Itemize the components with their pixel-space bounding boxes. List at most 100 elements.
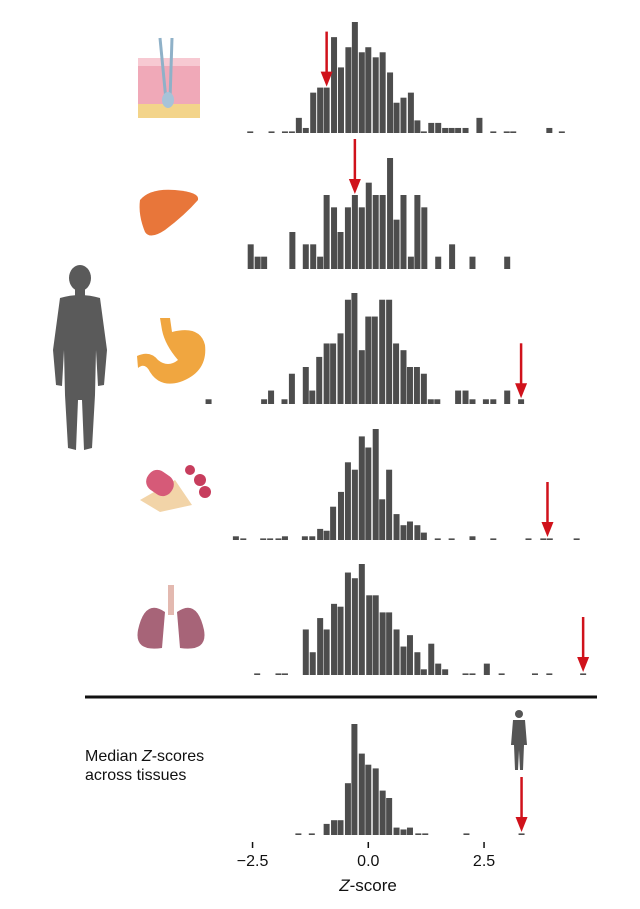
histogram-bar bbox=[421, 207, 428, 269]
histogram-bar bbox=[428, 122, 435, 133]
histogram-bar bbox=[323, 195, 330, 269]
liver-icon bbox=[139, 189, 199, 236]
histogram-bar bbox=[301, 536, 308, 540]
histogram-bar bbox=[580, 673, 587, 675]
histogram-bar bbox=[490, 538, 497, 540]
skin-icon bbox=[138, 37, 200, 118]
marker-arrow-head bbox=[541, 522, 554, 537]
histogram-bar bbox=[345, 47, 352, 133]
histogram-panel-4 bbox=[232, 429, 580, 540]
histogram-bar bbox=[260, 538, 267, 540]
histogram-bar bbox=[414, 195, 421, 269]
histogram-bar bbox=[289, 232, 296, 269]
histogram-bar bbox=[323, 530, 330, 540]
histogram-bar bbox=[337, 820, 344, 835]
histogram-bar bbox=[372, 195, 379, 269]
histogram-bar bbox=[406, 827, 413, 835]
histogram-bar bbox=[462, 390, 469, 404]
x-axis: −2.5 0.0 2.5 bbox=[237, 842, 495, 870]
histogram-bar bbox=[309, 390, 316, 404]
histogram-bar bbox=[434, 399, 441, 404]
histogram-bar bbox=[358, 207, 365, 269]
histogram-bar bbox=[351, 578, 358, 675]
histogram-bar bbox=[261, 399, 268, 404]
histogram-bar bbox=[546, 673, 553, 675]
histogram-bar bbox=[344, 783, 351, 835]
x-tick-label: 2.5 bbox=[473, 853, 495, 870]
histogram-panel-1 bbox=[247, 22, 565, 134]
histogram-bar bbox=[400, 829, 407, 835]
histogram-bar bbox=[413, 367, 420, 404]
histogram-bar bbox=[469, 399, 476, 404]
histogram-bar bbox=[463, 833, 470, 835]
histogram-bar bbox=[337, 491, 344, 540]
histogram-bar bbox=[358, 436, 365, 540]
histogram-bar bbox=[406, 635, 413, 675]
histogram-bar bbox=[518, 399, 525, 404]
histogram-bar bbox=[372, 595, 379, 675]
histogram-bar bbox=[442, 127, 449, 133]
histogram-bar bbox=[414, 120, 421, 133]
histogram-bar bbox=[310, 92, 317, 133]
histogram-bar bbox=[288, 131, 295, 133]
histogram-bar bbox=[393, 219, 400, 269]
histogram-bar bbox=[344, 572, 351, 675]
histogram-bar bbox=[358, 52, 365, 133]
histogram-bar bbox=[400, 646, 407, 675]
histogram-bar bbox=[393, 629, 400, 675]
histogram-bar bbox=[503, 131, 510, 133]
histogram-bar bbox=[448, 127, 455, 133]
histogram-bar bbox=[414, 525, 421, 540]
histogram-bar bbox=[302, 367, 309, 404]
histogram-bar bbox=[268, 390, 275, 404]
histogram-bar bbox=[386, 469, 393, 540]
histogram-bar bbox=[379, 499, 386, 540]
human-silhouette-icon bbox=[53, 265, 107, 450]
blood-cells-icon bbox=[140, 465, 211, 512]
histogram-bar bbox=[344, 207, 351, 269]
histogram-bar bbox=[254, 256, 261, 269]
histogram-bar bbox=[302, 629, 309, 675]
lungs-icon bbox=[137, 585, 205, 649]
histogram-bar bbox=[400, 97, 407, 133]
histogram-bar bbox=[435, 256, 442, 269]
histogram-bar bbox=[386, 612, 393, 675]
histogram-bar bbox=[379, 52, 386, 133]
histogram-bar bbox=[531, 673, 538, 675]
marker-arrow-head bbox=[348, 179, 361, 194]
histogram-bars bbox=[205, 22, 590, 835]
histogram-bar bbox=[379, 195, 386, 269]
histogram-bar bbox=[434, 538, 441, 540]
histogram-bar bbox=[462, 127, 469, 133]
histogram-bar bbox=[205, 399, 212, 404]
histogram-bar bbox=[310, 244, 317, 269]
histogram-bar bbox=[490, 131, 497, 133]
histogram-bar bbox=[469, 536, 476, 540]
histogram-bar bbox=[449, 244, 456, 269]
histogram-bar bbox=[469, 256, 476, 269]
histogram-bar bbox=[358, 350, 365, 404]
histogram-panel-3 bbox=[205, 293, 528, 404]
histogram-bar bbox=[323, 343, 330, 404]
histogram-bar bbox=[393, 827, 400, 835]
histogram-bar bbox=[268, 131, 275, 133]
histogram-bar bbox=[316, 356, 323, 404]
histogram-bar bbox=[372, 57, 379, 134]
histogram-bar bbox=[281, 673, 288, 675]
histogram-bar bbox=[420, 373, 427, 404]
histogram-bar bbox=[261, 256, 268, 269]
histogram-bar bbox=[573, 538, 580, 540]
histogram-bar bbox=[558, 131, 565, 133]
histogram-bar bbox=[435, 122, 442, 133]
histogram-bar bbox=[337, 232, 344, 269]
histogram-bar bbox=[427, 399, 434, 404]
histogram-bar bbox=[504, 390, 511, 404]
histogram-bar bbox=[546, 538, 553, 540]
histogram-bar bbox=[518, 833, 525, 835]
histogram-bar bbox=[317, 87, 324, 133]
histogram-bar bbox=[295, 117, 302, 133]
histogram-bar bbox=[281, 399, 288, 404]
histogram-bar bbox=[407, 256, 414, 269]
histogram-bar bbox=[476, 117, 483, 133]
